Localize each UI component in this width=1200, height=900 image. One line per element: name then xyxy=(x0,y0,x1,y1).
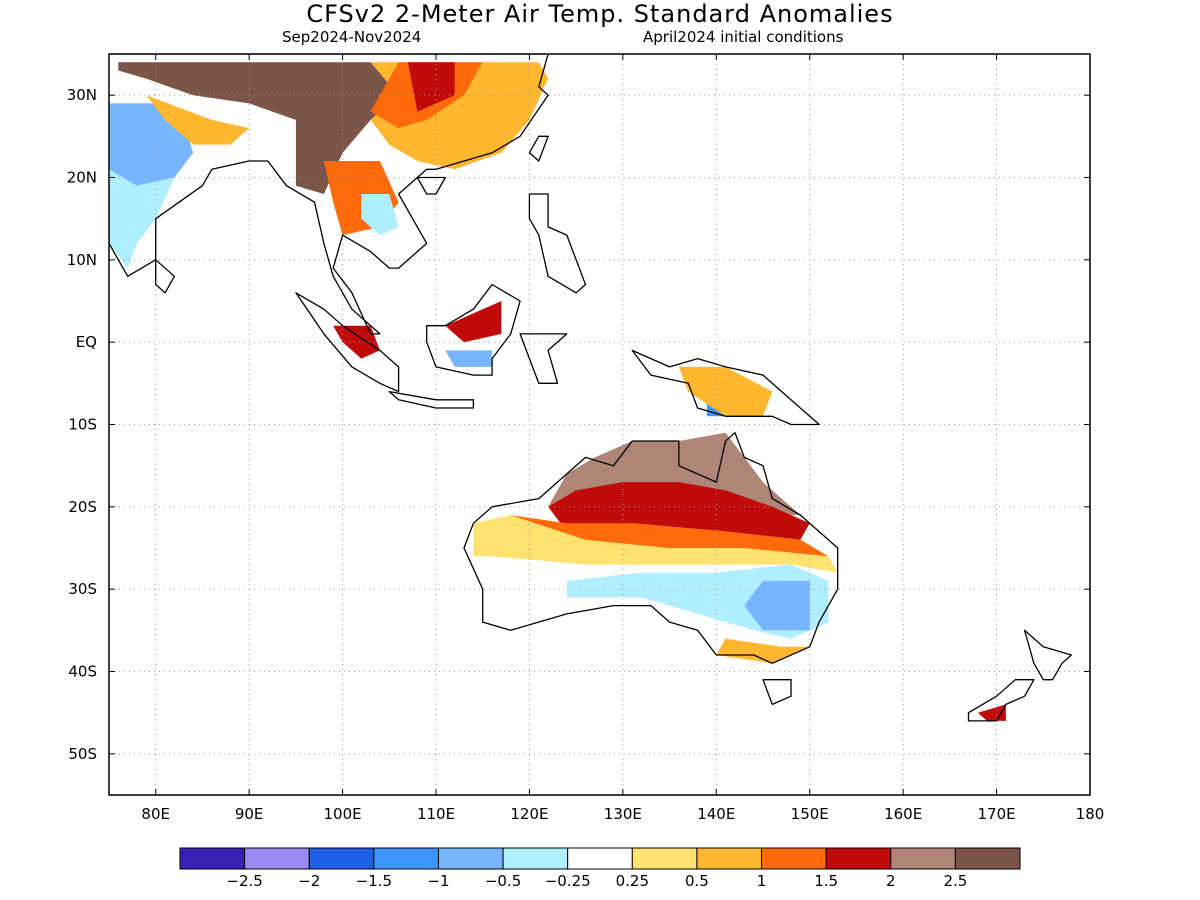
anomaly-australia-north-brown xyxy=(548,432,801,516)
coastline-sri-lanka xyxy=(155,259,176,294)
lon-tick-label: 150E xyxy=(791,805,829,823)
coastline-nz-north xyxy=(1023,629,1072,681)
coastline-tasmania xyxy=(762,679,792,706)
coastline-sulawesi xyxy=(519,333,568,384)
colorbar-label: −1 xyxy=(427,872,449,890)
lon-tick-label: 90E xyxy=(235,805,264,823)
map-title: CFSv2 2-Meter Air Temp. Standard Anomali… xyxy=(306,0,894,28)
anomaly-east-china-core xyxy=(408,62,455,112)
lat-tick-label: 20N xyxy=(67,169,97,187)
colorbar-label: −0.5 xyxy=(485,872,521,890)
anomaly-australia-cool xyxy=(744,580,810,631)
lon-tick-label: 120E xyxy=(510,805,548,823)
anomaly-layer xyxy=(109,62,1006,721)
lat-tick-label: 50S xyxy=(68,745,97,763)
colorbar-label: −2.5 xyxy=(226,872,262,890)
anomaly-sumatra-hot xyxy=(333,325,380,359)
coastline-taiwan xyxy=(528,135,549,162)
lon-tick-label: 100E xyxy=(324,805,362,823)
coastline-nz-south xyxy=(967,679,1035,722)
coastline-australia xyxy=(463,432,839,664)
colorbar-swatch xyxy=(179,847,246,870)
lon-tick-label: 140E xyxy=(697,805,735,823)
lat-tick-label: 30N xyxy=(67,86,97,104)
grid-lines xyxy=(109,54,1090,795)
colorbar-swatch xyxy=(761,847,827,870)
colorbar-label: 1 xyxy=(757,872,767,890)
lon-tick-label: 180 xyxy=(1076,805,1105,823)
colorbar-label: −0.25 xyxy=(545,872,591,890)
anomaly-borneo-cool xyxy=(445,350,493,367)
lon-tick-label: 110E xyxy=(417,805,455,823)
coastline-hainan xyxy=(416,176,446,195)
colorbar-label: 0.5 xyxy=(685,872,709,890)
colorbar-swatch xyxy=(308,847,375,870)
lon-tick-label: 160E xyxy=(884,805,922,823)
anomaly-new-guinea-warm xyxy=(678,366,773,417)
lat-tick-label: 10N xyxy=(67,251,97,269)
colorbar-swatch xyxy=(244,847,310,870)
colorbar-swatch xyxy=(890,847,956,870)
lat-tick-label: EQ xyxy=(76,333,97,351)
lon-tick-label: 130E xyxy=(604,805,642,823)
coastline-new-guinea xyxy=(631,349,820,426)
latitude-labels: 30N 20N 10N EQ 10S 20S 30S 40S 50S xyxy=(67,86,1090,763)
coastline-sumatra xyxy=(295,292,400,393)
initial-conditions: April2024 initial conditions xyxy=(643,28,844,46)
coastline-java xyxy=(388,390,475,409)
colorbar-labels: −2.5 −2 −1.5 −1 −0.5 −0.25 0.25 0.5 1 1.5 2 2.5 xyxy=(226,872,967,890)
colorbar-swatch xyxy=(631,847,698,870)
forecast-period: Sep2024-Nov2024 xyxy=(282,28,422,46)
colorbar-swatch xyxy=(373,847,439,870)
coastlines xyxy=(109,54,1072,722)
colorbar-swatch xyxy=(954,847,1021,870)
colorbar xyxy=(179,847,1021,870)
lat-tick-label: 20S xyxy=(68,498,97,516)
colorbar-label: 0.25 xyxy=(616,872,649,890)
lat-tick-label: 40S xyxy=(68,663,97,681)
colorbar-label: 2 xyxy=(886,872,896,890)
anomaly-india-light-cool xyxy=(109,169,175,269)
colorbar-swatch xyxy=(567,847,633,870)
longitude-labels: 80E 90E 100E 110E 120E 130E 140E 150E 160E 170E 18… xyxy=(141,54,1104,823)
coastline-philippines xyxy=(528,193,587,294)
anomaly-borneo-hot xyxy=(445,301,502,343)
lat-tick-label: 10S xyxy=(68,416,97,434)
anomaly-australia-yellow xyxy=(473,515,838,573)
colorbar-swatch xyxy=(696,847,763,870)
coastline-borneo xyxy=(426,283,521,376)
colorbar-label: 2.5 xyxy=(943,872,967,890)
lat-tick-label: 30S xyxy=(68,580,97,598)
colorbar-label: −1.5 xyxy=(356,872,392,890)
anomaly-indochina-cool xyxy=(361,194,399,236)
colorbar-label: −2 xyxy=(298,872,320,890)
lon-tick-label: 170E xyxy=(978,805,1016,823)
colorbar-label: 1.5 xyxy=(814,872,838,890)
colorbar-swatch xyxy=(437,847,504,870)
lon-tick-label: 80E xyxy=(141,805,170,823)
colorbar-swatch xyxy=(825,847,892,870)
anomaly-india-north-warm xyxy=(146,95,250,145)
anomaly-australia-south-warm xyxy=(716,638,810,664)
colorbar-swatch xyxy=(502,847,569,870)
coastline-asia-mainland xyxy=(109,54,549,335)
